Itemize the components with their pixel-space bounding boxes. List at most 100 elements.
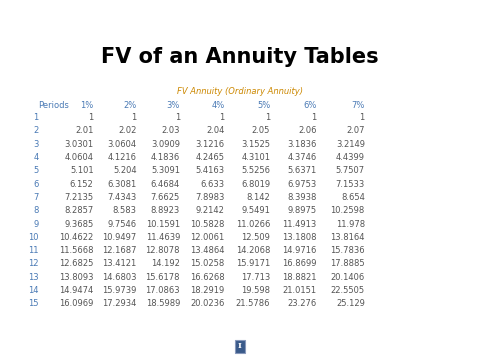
Text: 9.5491: 9.5491 (241, 206, 270, 215)
Text: 13: 13 (28, 273, 38, 282)
Text: 13.8164: 13.8164 (330, 233, 365, 242)
Text: Periods: Periods (38, 102, 69, 111)
Text: 1: 1 (175, 113, 180, 122)
Text: 3.0301: 3.0301 (64, 140, 94, 149)
Text: 16.8699: 16.8699 (282, 260, 317, 269)
Text: 4%: 4% (211, 102, 225, 111)
Text: 9.8975: 9.8975 (288, 206, 317, 215)
Text: 11.4639: 11.4639 (145, 233, 180, 242)
Text: 18.2919: 18.2919 (191, 286, 225, 295)
Text: 13.1808: 13.1808 (282, 233, 317, 242)
Text: 11.0266: 11.0266 (236, 220, 270, 229)
Text: 11.4913: 11.4913 (283, 220, 317, 229)
Text: 8.8923: 8.8923 (151, 206, 180, 215)
Text: 3.2149: 3.2149 (336, 140, 365, 149)
Text: 4: 4 (33, 153, 38, 162)
Text: 11.978: 11.978 (336, 220, 365, 229)
Text: 8: 8 (33, 206, 38, 215)
Text: 1: 1 (312, 113, 317, 122)
Text: 6: 6 (33, 180, 38, 189)
Text: 17.713: 17.713 (241, 273, 270, 282)
Text: 4.2465: 4.2465 (196, 153, 225, 162)
Text: 12: 12 (28, 260, 38, 269)
Text: 15.0258: 15.0258 (191, 260, 225, 269)
Text: 14: 14 (28, 286, 38, 295)
Text: 25.129: 25.129 (336, 300, 365, 309)
Text: 7: 7 (33, 193, 38, 202)
Text: 12.8078: 12.8078 (145, 246, 180, 255)
Text: 9.7546: 9.7546 (108, 220, 137, 229)
Text: 10.2598: 10.2598 (331, 206, 365, 215)
Text: 16.6268: 16.6268 (190, 273, 225, 282)
Text: 2.03: 2.03 (161, 126, 180, 135)
Text: 14.192: 14.192 (151, 260, 180, 269)
Text: 1: 1 (219, 113, 225, 122)
Text: 11.5668: 11.5668 (59, 246, 94, 255)
Text: 23.276: 23.276 (288, 300, 317, 309)
Text: 15.6178: 15.6178 (145, 273, 180, 282)
Text: 4.4399: 4.4399 (336, 153, 365, 162)
Text: 15.9171: 15.9171 (236, 260, 270, 269)
Text: 5.5256: 5.5256 (241, 166, 270, 175)
Text: 21.5786: 21.5786 (236, 300, 270, 309)
Text: 11: 11 (28, 246, 38, 255)
Text: 6.4684: 6.4684 (151, 180, 180, 189)
Text: 7.4343: 7.4343 (108, 193, 137, 202)
Text: 6%: 6% (303, 102, 317, 111)
Text: 5.101: 5.101 (70, 166, 94, 175)
Text: 3.0909: 3.0909 (151, 140, 180, 149)
Text: 4.3746: 4.3746 (288, 153, 317, 162)
Text: 2: 2 (33, 126, 38, 135)
Text: 5: 5 (33, 166, 38, 175)
Text: 12.1687: 12.1687 (102, 246, 137, 255)
Text: 1: 1 (265, 113, 270, 122)
Text: 13.4121: 13.4121 (103, 260, 137, 269)
Text: 14.6803: 14.6803 (102, 273, 137, 282)
Text: 2.01: 2.01 (75, 126, 94, 135)
Text: 8.3938: 8.3938 (288, 193, 317, 202)
Text: 13.8093: 13.8093 (59, 273, 94, 282)
Text: 8.2857: 8.2857 (64, 206, 94, 215)
Text: 1%: 1% (80, 102, 94, 111)
Text: 2.02: 2.02 (119, 126, 137, 135)
Text: 5%: 5% (257, 102, 270, 111)
Text: 14.9474: 14.9474 (60, 286, 94, 295)
Text: 5.4163: 5.4163 (195, 166, 225, 175)
Text: 10: 10 (28, 233, 38, 242)
Text: 18.5989: 18.5989 (145, 300, 180, 309)
Text: 3.1216: 3.1216 (195, 140, 225, 149)
Text: 5.7507: 5.7507 (336, 166, 365, 175)
Text: 2%: 2% (123, 102, 137, 111)
Text: 4.1216: 4.1216 (108, 153, 137, 162)
Text: 2.07: 2.07 (346, 126, 365, 135)
Text: 21.0151: 21.0151 (283, 286, 317, 295)
Text: 13.4864: 13.4864 (190, 246, 225, 255)
Text: 9.2142: 9.2142 (196, 206, 225, 215)
Text: 12.0061: 12.0061 (191, 233, 225, 242)
Text: 2.06: 2.06 (298, 126, 317, 135)
Text: 4.1836: 4.1836 (151, 153, 180, 162)
Text: 17.8885: 17.8885 (330, 260, 365, 269)
Text: 6.633: 6.633 (201, 180, 225, 189)
Text: 6.9753: 6.9753 (288, 180, 317, 189)
Text: 2.05: 2.05 (252, 126, 270, 135)
Text: 5.6371: 5.6371 (288, 166, 317, 175)
Text: 6.152: 6.152 (70, 180, 94, 189)
Text: 1: 1 (33, 113, 38, 122)
Text: 5.3091: 5.3091 (151, 166, 180, 175)
Text: 19.598: 19.598 (241, 286, 270, 295)
Text: 17.0863: 17.0863 (145, 286, 180, 295)
Text: 5.204: 5.204 (113, 166, 137, 175)
Text: 9.3685: 9.3685 (64, 220, 94, 229)
Text: 3%: 3% (167, 102, 180, 111)
Text: 3: 3 (33, 140, 38, 149)
Text: 6.8019: 6.8019 (241, 180, 270, 189)
Text: 15.7836: 15.7836 (330, 246, 365, 255)
Text: 2.04: 2.04 (206, 126, 225, 135)
Text: 8.583: 8.583 (113, 206, 137, 215)
Text: 14.2068: 14.2068 (236, 246, 270, 255)
Text: 1: 1 (132, 113, 137, 122)
Text: 1: 1 (360, 113, 365, 122)
Text: 6.3081: 6.3081 (108, 180, 137, 189)
Text: 20.1406: 20.1406 (331, 273, 365, 282)
